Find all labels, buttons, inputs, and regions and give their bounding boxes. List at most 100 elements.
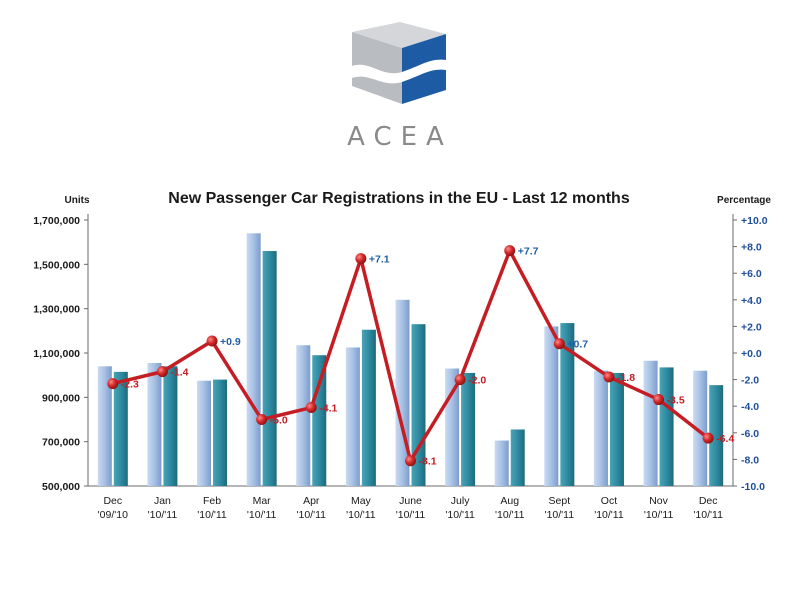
x-tick-label-month: June bbox=[399, 495, 422, 507]
percentage-data-label: -1.8 bbox=[617, 372, 635, 384]
percentage-data-label: +0.7 bbox=[567, 339, 588, 351]
percentage-data-label: -3.5 bbox=[667, 395, 685, 407]
x-tick-label-month: Oct bbox=[601, 495, 617, 507]
percentage-point bbox=[405, 455, 416, 467]
x-tick-label-month: Mar bbox=[253, 495, 272, 507]
right-tick-label: +0.0 bbox=[741, 348, 762, 360]
bar-prior-year bbox=[544, 326, 559, 486]
percentage-data-label: -1.4 bbox=[170, 367, 188, 379]
x-tick-label-years: '10/'11 bbox=[247, 509, 277, 521]
x-tick-label-month: Apr bbox=[303, 495, 320, 507]
percentage-data-label: -5.0 bbox=[270, 415, 288, 427]
x-tick-label-month: Jan bbox=[154, 495, 171, 507]
bar-prior-year bbox=[97, 366, 112, 486]
bar-prior-year bbox=[197, 380, 212, 486]
left-tick-label: 500,000 bbox=[42, 481, 80, 493]
bar-current-year bbox=[411, 324, 426, 486]
left-tick-label: 1,700,000 bbox=[33, 215, 80, 227]
right-tick-label: +2.0 bbox=[741, 321, 762, 333]
x-tick-label-years: '10/'11 bbox=[445, 509, 475, 521]
bar-prior-year bbox=[593, 370, 608, 486]
bar-prior-year bbox=[494, 440, 509, 486]
x-tick-label-month: July bbox=[451, 495, 470, 507]
percentage-data-label: -2.0 bbox=[468, 375, 486, 387]
x-tick-label-years: '10/'11 bbox=[297, 509, 327, 521]
percentage-data-label: -4.1 bbox=[319, 403, 337, 415]
bar-current-year bbox=[163, 366, 178, 486]
percentage-point bbox=[355, 253, 367, 265]
percentage-data-label: -8.1 bbox=[419, 456, 437, 468]
bar-current-year bbox=[262, 251, 277, 486]
left-axis-label: Units bbox=[65, 195, 90, 206]
percentage-data-label: +7.1 bbox=[369, 254, 390, 266]
percentage-point bbox=[653, 394, 665, 406]
x-tick-label-years: '10/'11 bbox=[545, 509, 575, 521]
registrations-chart: New Passenger Car Registrations in the E… bbox=[33, 190, 771, 521]
right-tick-label: -8.0 bbox=[741, 454, 759, 466]
right-tick-label: +4.0 bbox=[741, 295, 762, 307]
logo-cube-left-face bbox=[352, 32, 402, 104]
x-tick-label-years: '10/'11 bbox=[197, 509, 227, 521]
percentage-point bbox=[305, 402, 317, 414]
plot-area: 500,000 700,000 900,000 1,100,000 1,300,000 1… bbox=[33, 214, 768, 521]
percentage-data-label: +7.7 bbox=[518, 246, 539, 258]
x-tick-label-years: '10/'11 bbox=[644, 509, 674, 521]
right-tick-label: -4.0 bbox=[741, 401, 759, 413]
x-tick-label-years: '10/'11 bbox=[594, 509, 624, 521]
x-tick-label-years: '10/'11 bbox=[396, 509, 426, 521]
bar-prior-year bbox=[643, 360, 658, 486]
right-tick-label: +6.0 bbox=[741, 268, 762, 280]
logo-wave bbox=[352, 59, 446, 84]
logo-cube-top-face bbox=[352, 22, 446, 48]
x-tick-label-years: '10/'11 bbox=[346, 509, 376, 521]
x-tick-label-month: Aug bbox=[500, 495, 519, 507]
percentage-point bbox=[603, 371, 615, 383]
x-tick-label-month: Sept bbox=[549, 495, 571, 507]
right-tick-label: -6.0 bbox=[741, 428, 759, 440]
bar-current-year bbox=[659, 367, 674, 486]
percentage-data-label: -2.3 bbox=[121, 379, 139, 391]
percentage-point bbox=[702, 432, 714, 444]
bar-current-year bbox=[461, 372, 476, 486]
left-tick-label: 700,000 bbox=[42, 437, 80, 449]
left-tick-label: 1,300,000 bbox=[33, 304, 80, 316]
percentage-point bbox=[454, 374, 466, 386]
acea-logo bbox=[352, 22, 446, 104]
bar-prior-year bbox=[345, 347, 360, 486]
left-tick-label: 1,500,000 bbox=[33, 259, 80, 271]
right-axis-label: Percentage bbox=[717, 195, 771, 206]
x-tick-label-month: Dec bbox=[699, 495, 718, 507]
bar-current-year bbox=[609, 372, 624, 486]
right-tick-label: -10.0 bbox=[741, 481, 765, 493]
x-tick-label-month: May bbox=[351, 495, 372, 507]
left-tick-label: 900,000 bbox=[42, 392, 80, 404]
bar-current-year bbox=[361, 329, 376, 486]
bar-prior-year bbox=[296, 345, 311, 486]
percentage-data-label: +0.9 bbox=[220, 336, 241, 348]
bar-current-year bbox=[113, 371, 128, 486]
bar-prior-year bbox=[246, 233, 261, 486]
bar-prior-year bbox=[147, 362, 162, 486]
right-tick-label: -2.0 bbox=[741, 375, 759, 387]
percentage-point bbox=[504, 245, 516, 257]
x-tick-label-years: '10/'11 bbox=[148, 509, 178, 521]
logo-text: ACEA bbox=[347, 122, 453, 152]
bar-current-year bbox=[510, 429, 525, 486]
bar-current-year bbox=[560, 323, 575, 486]
bar-prior-year bbox=[693, 370, 708, 486]
x-tick-label-years: '09/'10 bbox=[98, 509, 128, 521]
percentage-point bbox=[156, 366, 168, 378]
x-tick-label-month: Feb bbox=[203, 495, 221, 507]
bar-current-year bbox=[709, 385, 724, 486]
x-tick-label-years: '10/'11 bbox=[693, 509, 723, 521]
x-tick-label-years: '10/'11 bbox=[495, 509, 525, 521]
percentage-point bbox=[553, 338, 565, 350]
percentage-point bbox=[107, 378, 119, 390]
percentage-data-label: -6.4 bbox=[716, 433, 734, 445]
percentage-point bbox=[256, 414, 268, 425]
right-tick-label: +10.0 bbox=[741, 215, 768, 227]
bar-current-year bbox=[312, 355, 327, 486]
bar-current-year bbox=[213, 379, 228, 486]
left-tick-label: 1,100,000 bbox=[33, 348, 80, 360]
x-tick-label-month: Nov bbox=[649, 495, 668, 507]
